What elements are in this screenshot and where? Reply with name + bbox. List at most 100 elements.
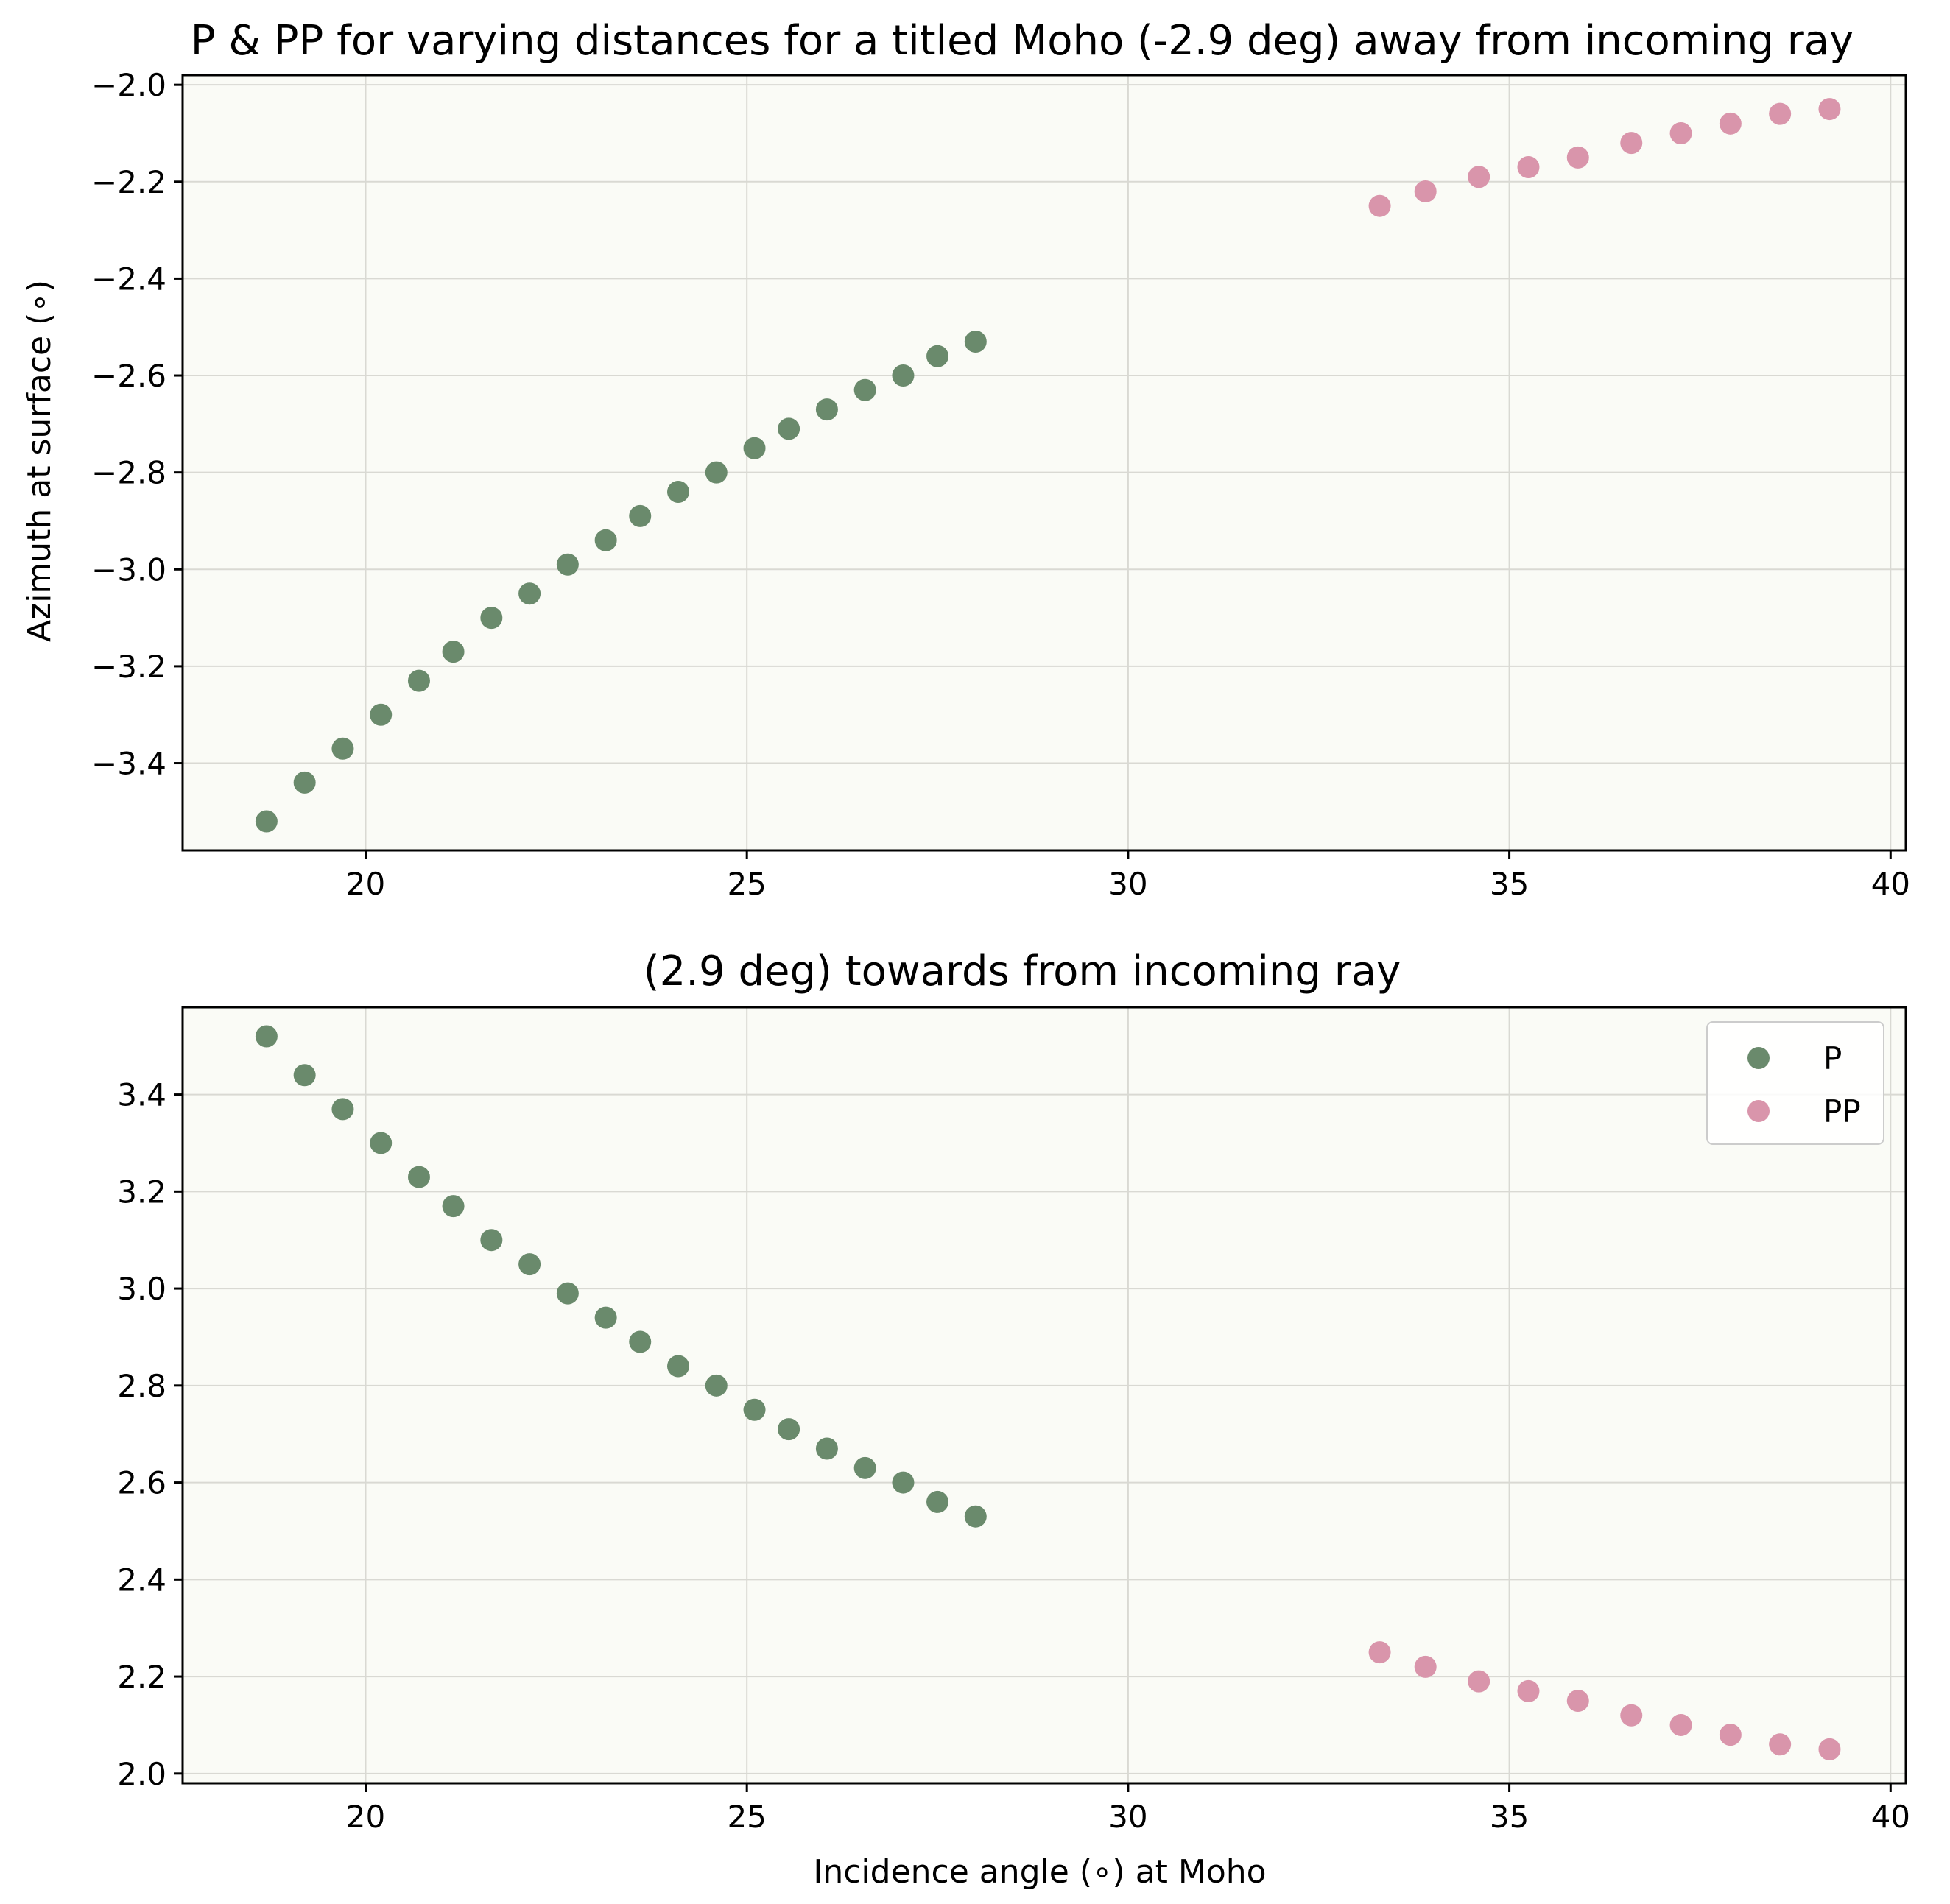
bottom-p-point [667,1355,690,1378]
top-plot-area [183,75,1906,850]
bottom-pp-point [1517,1679,1540,1702]
top-x-tick-label: 40 [1871,866,1910,902]
bottom-y-tick-label: 3.4 [117,1077,166,1113]
bottom-pp-point [1669,1713,1692,1736]
top-pp-point [1669,121,1692,144]
top-y-tick-label: −3.2 [91,649,166,685]
top-p-point [926,345,949,367]
bottom-x-tick-label: 20 [346,1799,385,1835]
bottom-p-point [964,1505,987,1528]
bottom-panel-title: (2.9 deg) towards from incoming ray [644,948,1401,995]
top-y-tick-label: −2.0 [91,67,166,103]
bottom-pp-point [1468,1670,1490,1693]
top-panel: 20 25 30 35 40 −3.4 −3.2 −3.0 −2.8 −2.6 −2.4 −2.2 −2… [21,17,1910,902]
bottom-pp-point [1769,1733,1792,1756]
top-pp-point [1620,132,1643,155]
top-x-tick-label: 25 [727,866,766,902]
legend-marker-p [1747,1047,1770,1069]
top-p-point [407,669,430,692]
bottom-plot-area [183,1007,1906,1783]
bottom-p-point [743,1398,766,1421]
bottom-y-tick-label: 3.2 [117,1174,166,1210]
bottom-x-tick-label: 30 [1108,1799,1147,1835]
top-pp-point [1769,102,1792,125]
top-pp-point [1719,112,1742,135]
bottom-pp-point [1620,1704,1643,1727]
top-axes-frame [181,74,1907,852]
top-y-tick-label: −2.4 [91,261,166,297]
bottom-y-tick-label: 2.6 [117,1465,166,1501]
top-p-point [667,480,690,503]
bottom-y-tick-label: 2.8 [117,1368,166,1404]
top-pp-point [1468,166,1490,188]
bottom-x-tick-label: 40 [1871,1799,1910,1835]
top-p-point [743,437,766,459]
top-y-tick-label: −2.8 [91,455,166,491]
top-panel-y-axis-label: Azimuth at surface (∘) [21,280,58,642]
bottom-y-tick-label: 2.4 [117,1562,166,1598]
top-y-tick-label: −3.0 [91,551,166,588]
bottom-p-point [293,1064,316,1087]
bottom-y-tick-label: 2.0 [117,1756,166,1792]
top-x-tick-label: 20 [346,866,385,902]
bottom-p-point [331,1098,354,1121]
bottom-p-point [370,1132,393,1154]
bottom-y-tick-label: 3.0 [117,1271,166,1307]
legend-label-pp: PP [1823,1093,1861,1129]
top-pp-point [1566,146,1589,169]
top-p-point [331,737,354,760]
top-p-point [964,330,987,353]
top-p-point [815,398,838,421]
bottom-pp-point [1818,1738,1841,1760]
top-p-point [293,771,316,794]
top-p-point [370,703,393,726]
bottom-pp-point [1566,1690,1589,1713]
top-p-point [705,461,728,484]
top-panel-title: P & PP for varying distances for a title… [191,17,1854,65]
legend: P PP [1706,1021,1884,1145]
top-y-tick-label: −2.2 [91,164,166,200]
bottom-p-point [705,1374,728,1397]
top-p-point [255,810,278,833]
top-p-point [480,607,503,630]
bottom-p-point [518,1253,541,1276]
bottom-p-point [407,1166,430,1188]
top-p-point [629,504,652,527]
top-y-tick-label: −3.4 [91,746,166,782]
top-p-point [556,553,579,576]
bottom-p-point [815,1437,838,1460]
bottom-p-point [255,1025,278,1048]
bottom-axes-frame [181,1006,1907,1785]
bottom-x-tick-label: 25 [727,1799,766,1835]
bottom-p-point [892,1471,915,1494]
top-x-tick-label: 35 [1490,866,1529,902]
top-p-point [518,582,541,605]
top-x-tick-label: 30 [1108,866,1147,902]
bottom-x-tick-label: 35 [1490,1799,1529,1835]
bottom-p-point [480,1229,503,1252]
top-p-point [442,641,465,663]
top-p-point [892,364,915,387]
bottom-pp-point [1368,1641,1391,1664]
bottom-p-point [594,1306,617,1329]
top-p-point [594,529,617,551]
bottom-p-point [926,1490,949,1513]
legend-label-p: P [1823,1040,1842,1076]
bottom-p-point [629,1330,652,1353]
bottom-panel: 20 25 30 35 40 2.0 2.2 2.4 2.6 2.8 3.0 3.2 3.4 (2.9 … [117,948,1910,1891]
bottom-p-point [442,1195,465,1218]
bottom-pp-point [1414,1655,1437,1678]
bottom-panel-x-axis-label: Incidence angle (∘) at Moho [813,1853,1266,1891]
top-pp-point [1414,180,1437,202]
top-pp-point [1517,156,1540,179]
top-y-tick-label: −2.6 [91,358,166,394]
top-p-point [778,417,800,440]
bottom-p-point [556,1282,579,1305]
top-p-point [853,378,876,401]
bottom-pp-point [1719,1724,1742,1746]
bottom-y-tick-label: 2.2 [117,1659,166,1695]
bottom-p-point [853,1456,876,1479]
top-pp-point [1368,194,1391,217]
legend-marker-pp [1747,1100,1770,1122]
